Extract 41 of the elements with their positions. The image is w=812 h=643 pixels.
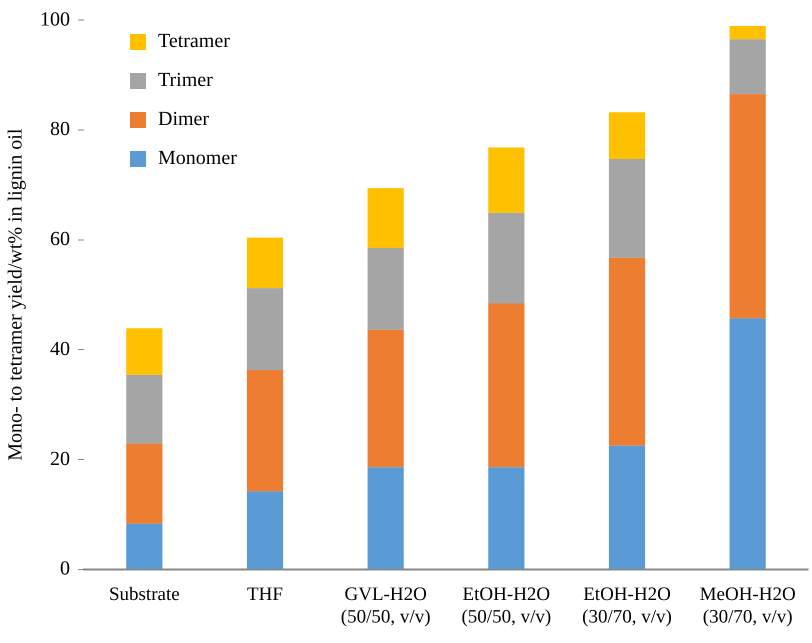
y-tick-label: 60 bbox=[50, 228, 70, 250]
y-tick-label: 40 bbox=[50, 338, 70, 360]
x-tick-label: Substrate bbox=[108, 584, 180, 605]
bar bbox=[608, 159, 646, 258]
bar bbox=[368, 330, 404, 468]
legend-label: Tetramer bbox=[158, 30, 230, 53]
x-tick-label: EtOH-H2O (30/70, v/v) bbox=[582, 584, 672, 628]
y-tick-label: 100 bbox=[40, 8, 70, 30]
bar bbox=[126, 444, 162, 524]
bar bbox=[488, 467, 524, 569]
bar bbox=[488, 212, 524, 304]
y-tick-label: 0 bbox=[60, 558, 70, 580]
bar bbox=[368, 188, 404, 248]
y-tick-label: 80 bbox=[50, 118, 70, 140]
bar bbox=[608, 112, 646, 159]
y-axis-title: Mono- to tetramer yield/wt% in lignin oil bbox=[4, 128, 26, 461]
bar bbox=[126, 374, 162, 444]
bar bbox=[246, 370, 284, 492]
bar bbox=[126, 524, 162, 569]
bar bbox=[246, 238, 284, 288]
bar bbox=[730, 318, 766, 569]
bar bbox=[608, 258, 646, 446]
legend-label: Trimer bbox=[158, 69, 213, 92]
y-tick-label: 20 bbox=[50, 448, 70, 470]
x-tick-label: EtOH-H2O (50/50, v/v) bbox=[461, 584, 552, 628]
bar bbox=[126, 328, 162, 375]
x-tick-label: MeOH-H2O (30/70, v/v) bbox=[700, 584, 796, 628]
bar bbox=[730, 26, 766, 40]
bar bbox=[488, 147, 524, 213]
x-tick-label: GVL-H2O (50/50, v/v) bbox=[340, 584, 431, 628]
bar bbox=[246, 491, 284, 569]
bar bbox=[730, 94, 766, 318]
legend-label: Dimer bbox=[158, 108, 210, 131]
bar bbox=[246, 288, 284, 370]
bar bbox=[368, 248, 404, 330]
bar bbox=[730, 39, 766, 94]
bar bbox=[488, 303, 524, 468]
bar bbox=[608, 446, 646, 569]
legend-label: Monomer bbox=[158, 147, 237, 170]
x-tick-label: THF bbox=[247, 584, 283, 605]
bar bbox=[368, 467, 404, 569]
